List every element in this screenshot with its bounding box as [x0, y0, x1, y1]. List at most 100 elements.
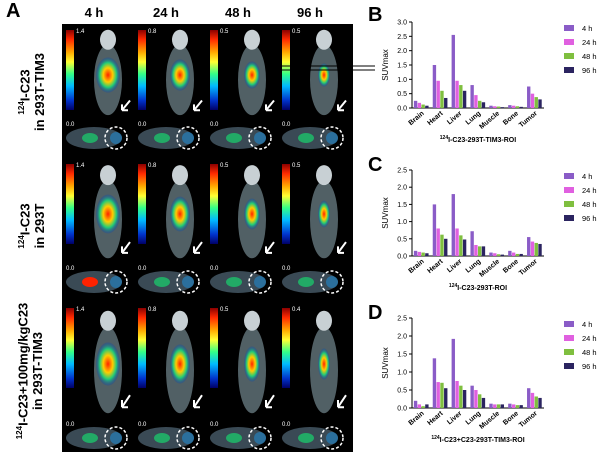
legend-swatch — [564, 335, 574, 341]
bar — [432, 65, 437, 108]
y-tick-label: 0.5 — [397, 236, 407, 243]
x-axis-label: 124I-C23-293T-ROI — [449, 283, 507, 292]
panel-letter-d: D — [368, 302, 383, 324]
colorbar-max-label: 0.8 — [148, 29, 157, 35]
mouse-axial-image — [282, 426, 344, 450]
row-label-2-line2: in 293T — [32, 203, 48, 249]
pet-image-cell: 0.8 0.0 — [136, 158, 208, 296]
tumor-arrow-icon — [193, 241, 203, 254]
time-label-24h: 24 h — [152, 5, 179, 20]
colorbar — [138, 308, 146, 388]
x-tick-label: Brain — [407, 258, 425, 275]
bar — [538, 397, 542, 408]
bar — [455, 80, 459, 108]
time-label-4h: 4 h — [84, 5, 104, 20]
bar — [474, 95, 478, 108]
mouse-axial-image — [282, 270, 344, 294]
bar — [481, 102, 486, 108]
bar — [421, 252, 425, 256]
mouse-axial-image — [138, 126, 200, 150]
pet-image-cell: 0.8 0.0 — [136, 302, 208, 452]
legend-swatch — [564, 67, 574, 73]
bar — [534, 242, 538, 256]
bar — [474, 390, 478, 408]
y-tick-label: 1.5 — [397, 63, 407, 70]
colorbar-max-label: 0.5 — [292, 29, 301, 35]
y-tick-label: 2.5 — [397, 34, 407, 41]
bar — [432, 358, 437, 408]
colorbar-min-label: 0.0 — [282, 266, 291, 272]
legend-label: 4 h — [582, 24, 592, 33]
colorbar — [210, 30, 218, 110]
legend-label: 48 h — [582, 200, 597, 209]
bar — [474, 244, 478, 256]
bar — [496, 254, 501, 256]
legend-label: 96 h — [582, 362, 597, 371]
pet-image-cell: 0.5 0.0 — [280, 158, 352, 296]
y-tick-label: 0.5 — [397, 91, 407, 98]
bar — [470, 385, 474, 408]
bar — [515, 253, 520, 256]
mouse-coronal-image — [94, 165, 131, 259]
row-label-3-sup: 124 — [15, 425, 24, 440]
legend-swatch — [564, 201, 574, 207]
bar — [500, 107, 504, 108]
bar — [417, 251, 422, 256]
pet-image-cell: 0.5 0.0 — [208, 302, 280, 452]
legend-label: 24 h — [582, 38, 597, 47]
bar — [478, 100, 482, 108]
panel-letter-b: B — [368, 4, 383, 26]
bar — [455, 381, 459, 408]
x-axis-label-sup: 124 — [440, 135, 449, 141]
row-label-2: 124I-C23 in 293T — [14, 156, 48, 296]
bar — [440, 234, 444, 256]
colorbar-min-label: 0.0 — [138, 122, 147, 128]
pet-ct-image-grid: 1.4 0.0 0.8 0.0 0.5 0.0 0.5 0.0 — [62, 24, 353, 452]
legend-swatch — [564, 53, 574, 59]
bar — [436, 228, 440, 256]
bar — [421, 406, 425, 408]
mouse-coronal-image — [310, 310, 347, 414]
colorbar-max-label: 0.4 — [292, 307, 301, 313]
bar — [496, 106, 501, 108]
bar — [425, 253, 429, 256]
x-tick-label: Muscle — [478, 410, 501, 431]
bar — [530, 392, 535, 408]
mouse-coronal-image — [166, 310, 203, 414]
bar — [440, 382, 444, 408]
mouse-axial-image — [138, 270, 200, 294]
bar — [413, 400, 418, 408]
mouse-coronal-image — [310, 165, 347, 259]
bar — [527, 237, 531, 256]
row-label-3-line2: in 293T-TIM3 — [30, 331, 46, 411]
x-tick-label: Heart — [426, 258, 445, 275]
bar — [470, 231, 474, 256]
x-tick-label: Liver — [446, 110, 464, 126]
bar — [444, 388, 448, 408]
bar — [440, 90, 444, 108]
legend-swatch — [564, 187, 574, 193]
time-label-48h: 48 h — [224, 5, 251, 20]
chart-b: B 0.0 0.5 1.0 1.5 2.0 2.5 3.0 SUVmax Brain Heart L… — [364, 0, 614, 148]
legend-swatch — [564, 349, 574, 355]
bar — [508, 403, 512, 408]
colorbar-max-label: 0.5 — [220, 307, 229, 313]
x-tick-label: Tumor — [518, 110, 539, 129]
y-tick-label: 0.0 — [397, 406, 407, 413]
row-label-3: 124I-C23+100mg/kgC23 in 293T-TIM3 — [12, 281, 46, 461]
y-tick-label: 1.0 — [397, 219, 407, 226]
bar — [527, 86, 531, 108]
bar — [481, 246, 486, 256]
legend-swatch — [564, 39, 574, 45]
mouse-coronal-image — [310, 29, 347, 116]
mouse-axial-image — [66, 426, 128, 450]
bar — [413, 100, 418, 108]
x-tick-label: Muscle — [478, 258, 501, 279]
callout-lines — [280, 65, 375, 71]
x-tick-label: Heart — [426, 410, 445, 427]
x-axis-label-rest: I-C23-293T-ROI — [457, 285, 507, 292]
bar — [478, 246, 482, 256]
colorbar-max-label: 1.4 — [76, 29, 85, 35]
